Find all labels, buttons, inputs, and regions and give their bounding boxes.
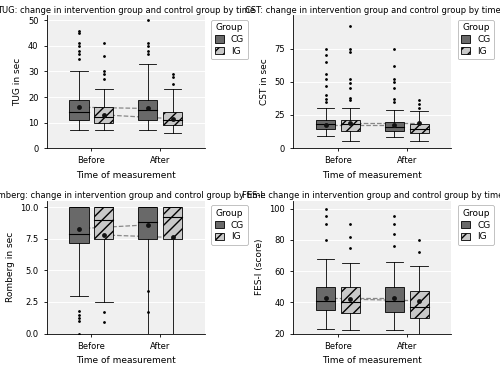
Bar [163,112,182,125]
Bar [341,120,360,131]
Bar [138,207,158,239]
Legend: CG, IG: CG, IG [458,20,494,59]
Bar [70,99,88,120]
Bar [410,291,429,318]
Bar [341,287,360,313]
Title: CST: change in intervention group and control group by time: CST: change in intervention group and co… [244,6,500,14]
Title: TUG: change in intervention group and control group by time: TUG: change in intervention group and co… [0,6,255,14]
Bar [410,124,429,134]
Title: Romberg: change in intervention group and control group by time: Romberg: change in intervention group an… [0,191,265,200]
Y-axis label: TUG in sec: TUG in sec [14,58,22,106]
Title: FES-I: change in intervention group and control group by time: FES-I: change in intervention group and … [242,191,500,200]
Bar [138,99,158,120]
X-axis label: Time of measurement: Time of measurement [322,357,422,365]
Legend: CG, IG: CG, IG [458,205,494,245]
Y-axis label: FES-I (score): FES-I (score) [255,239,264,295]
X-axis label: Time of measurement: Time of measurement [76,357,176,365]
X-axis label: Time of measurement: Time of measurement [322,171,422,180]
Y-axis label: CST in sec: CST in sec [260,58,269,105]
Bar [94,107,114,122]
Legend: CG, IG: CG, IG [211,20,248,59]
Bar [316,287,336,310]
Bar [70,207,88,243]
Legend: CG, IG: CG, IG [211,205,248,245]
Bar [316,120,336,129]
X-axis label: Time of measurement: Time of measurement [76,171,176,180]
Bar [385,122,404,131]
Bar [94,207,114,239]
Y-axis label: Romberg in sec: Romberg in sec [6,232,15,302]
Bar [385,287,404,312]
Bar [163,207,182,239]
